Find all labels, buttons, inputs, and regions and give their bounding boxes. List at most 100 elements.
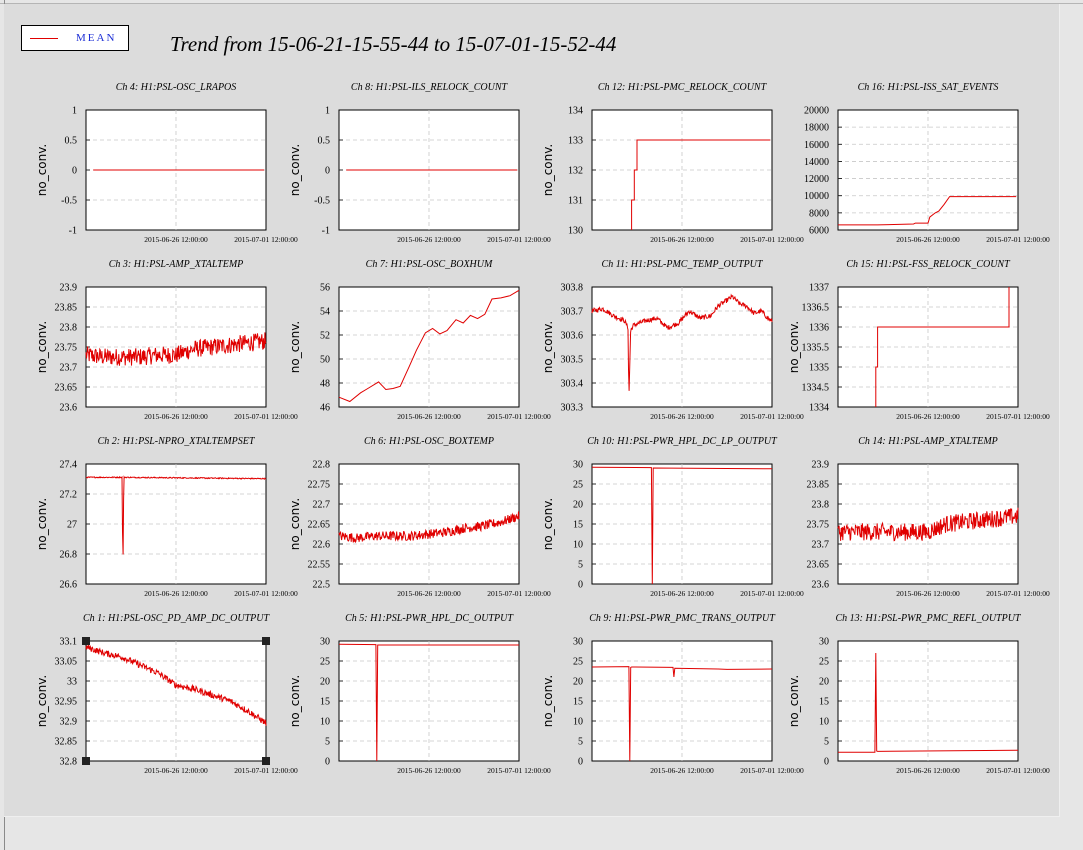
y-tick-label: 22.55 bbox=[308, 560, 331, 571]
x-tick-label: 2015-06-26 12:00:00 bbox=[397, 235, 461, 244]
x-tick-label: 2015-06-26 12:00:00 bbox=[650, 412, 714, 421]
y-tick-label: 23.9 bbox=[60, 283, 78, 294]
y-tick-label: 10 bbox=[573, 540, 583, 551]
bottom-border bbox=[4, 816, 1060, 817]
y-tick-label: 20 bbox=[320, 677, 330, 688]
y-tick-label: 25 bbox=[320, 657, 330, 668]
chart-ch1: Ch 1: H1:PSL-OSC_PD_AMP_DC_OUTPUT 33.1 33.… bbox=[35, 613, 298, 775]
resize-handle[interactable] bbox=[82, 757, 90, 765]
y-tick-label: 26.8 bbox=[60, 550, 78, 561]
x-tick-label: 2015-06-26 12:00:00 bbox=[896, 412, 960, 421]
x-tick-label: 2015-07-01 12:00:00 bbox=[234, 412, 298, 421]
y-tick-label: 23.85 bbox=[55, 303, 78, 314]
y-tick-label: 32.9 bbox=[60, 717, 78, 728]
x-tick-label: 2015-07-01 12:00:00 bbox=[487, 412, 551, 421]
y-tick-label: 25 bbox=[573, 657, 583, 668]
y-tick-label: 20 bbox=[573, 677, 583, 688]
y-tick-label: 52 bbox=[320, 331, 330, 342]
x-tick-label: 2015-07-01 12:00:00 bbox=[740, 412, 804, 421]
y-tick-label: 133 bbox=[568, 136, 583, 147]
chart-title: Ch 15: H1:PSL-FSS_RELOCK_COUNT bbox=[846, 259, 1011, 270]
x-tick-label: 2015-07-01 12:00:00 bbox=[487, 589, 551, 598]
x-tick-label: 2015-07-01 12:00:00 bbox=[986, 589, 1050, 598]
series-line bbox=[85, 332, 267, 366]
x-tick-label: 2015-06-26 12:00:00 bbox=[144, 766, 208, 775]
y-axis-label: no_conv. bbox=[288, 321, 302, 373]
y-axis-label: no_conv. bbox=[787, 321, 801, 373]
y-tick-label: 23.7 bbox=[60, 363, 78, 374]
y-tick-label: 1335 bbox=[809, 363, 829, 374]
y-axis-label: no_conv. bbox=[288, 498, 302, 550]
chart-ch3: Ch 3: H1:PSL-AMP_XTALTEMP 23.9 23.85 23.8 23… bbox=[35, 259, 298, 421]
x-tick-label: 2015-06-26 12:00:00 bbox=[650, 235, 714, 244]
chart-title: Ch 6: H1:PSL-OSC_BOXTEMP bbox=[364, 436, 494, 447]
chart-title: Ch 16: H1:PSL-ISS_SAT_EVENTS bbox=[858, 82, 999, 93]
series-line bbox=[338, 511, 520, 544]
y-tick-label: 22.5 bbox=[313, 580, 331, 591]
y-axis-label: no_conv. bbox=[35, 675, 49, 727]
y-tick-label: 30 bbox=[819, 637, 829, 648]
chart-title: Ch 8: H1:PSL-ILS_RELOCK_COUNT bbox=[351, 82, 509, 93]
y-tick-label: 15 bbox=[819, 697, 829, 708]
resize-handle[interactable] bbox=[262, 757, 270, 765]
chart-title: Ch 11: H1:PSL-PMC_TEMP_OUTPUT bbox=[602, 259, 764, 270]
resize-handle[interactable] bbox=[82, 637, 90, 645]
y-tick-label: 1337 bbox=[809, 283, 829, 294]
y-tick-label: 0 bbox=[325, 166, 330, 177]
y-tick-label: -1 bbox=[322, 226, 330, 237]
y-tick-label: 26.6 bbox=[60, 580, 78, 591]
right-border bbox=[1059, 4, 1060, 816]
y-tick-label: 10 bbox=[573, 717, 583, 728]
y-tick-label: 33.05 bbox=[55, 657, 78, 668]
y-tick-label: 33 bbox=[67, 677, 77, 688]
y-tick-label: 0 bbox=[578, 757, 583, 768]
chart-ch12: Ch 12: H1:PSL-PMC_RELOCK_COUNT 134 133 132 1… bbox=[541, 82, 804, 244]
y-axis-label: no_conv. bbox=[35, 321, 49, 373]
y-tick-label: 5 bbox=[824, 737, 829, 748]
chart-ch10: Ch 10: H1:PSL-PWR_HPL_DC_LP_OUTPUT 30 25 20… bbox=[541, 436, 804, 598]
y-tick-label: 27.2 bbox=[60, 490, 78, 501]
y-axis-label: no_conv. bbox=[35, 144, 49, 196]
x-tick-label: 2015-07-01 12:00:00 bbox=[740, 766, 804, 775]
resize-handle[interactable] bbox=[262, 637, 270, 645]
y-tick-label: -0.5 bbox=[61, 196, 77, 207]
chart-title: Ch 5: H1:PSL-PWR_HPL_DC_OUTPUT bbox=[345, 613, 514, 624]
y-tick-label: 303.6 bbox=[561, 331, 584, 342]
y-tick-label: 16000 bbox=[804, 140, 829, 151]
y-tick-label: 18000 bbox=[804, 123, 829, 134]
y-tick-label: 303.5 bbox=[561, 355, 584, 366]
chart-ch11: Ch 11: H1:PSL-PMC_TEMP_OUTPUT 303.8 303.7 3… bbox=[541, 259, 804, 421]
x-tick-label: 2015-07-01 12:00:00 bbox=[234, 589, 298, 598]
y-tick-label: 23.6 bbox=[60, 403, 78, 414]
y-tick-label: 56 bbox=[320, 283, 330, 294]
legend: MEAN bbox=[21, 25, 129, 51]
y-tick-label: 1 bbox=[325, 106, 330, 117]
x-tick-label: 2015-06-26 12:00:00 bbox=[397, 412, 461, 421]
x-tick-label: 2015-07-01 12:00:00 bbox=[487, 235, 551, 244]
y-tick-label: 10000 bbox=[804, 191, 829, 202]
chart-ch15: Ch 15: H1:PSL-FSS_RELOCK_COUNT 1337 1336.5… bbox=[787, 259, 1050, 421]
y-axis-label: no_conv. bbox=[35, 498, 49, 550]
chart-ch8: Ch 8: H1:PSL-ILS_RELOCK_COUNT 1 0.5 0 -0.5 -1… bbox=[288, 82, 551, 244]
y-tick-label: 10 bbox=[819, 717, 829, 728]
y-tick-label: 32.8 bbox=[60, 757, 78, 768]
chart-ch5: Ch 5: H1:PSL-PWR_HPL_DC_OUTPUT 30 25 20 15 10… bbox=[288, 613, 551, 775]
x-tick-label: 2015-06-26 12:00:00 bbox=[896, 766, 960, 775]
y-tick-label: 54 bbox=[320, 307, 330, 318]
y-tick-label: 303.8 bbox=[561, 283, 584, 294]
y-tick-label: -1 bbox=[69, 226, 77, 237]
y-tick-label: 0.5 bbox=[318, 136, 331, 147]
series-line bbox=[837, 507, 1019, 542]
x-tick-label: 2015-06-26 12:00:00 bbox=[896, 235, 960, 244]
y-tick-label: 23.7 bbox=[812, 540, 830, 551]
y-tick-label: 303.3 bbox=[561, 403, 584, 414]
y-tick-label: 134 bbox=[568, 106, 583, 117]
chart-title: Ch 3: H1:PSL-AMP_XTALTEMP bbox=[109, 259, 244, 270]
y-tick-label: 48 bbox=[320, 379, 330, 390]
y-tick-label: 0.5 bbox=[65, 136, 78, 147]
y-tick-label: 1336 bbox=[809, 323, 829, 334]
y-tick-label: 22.7 bbox=[313, 500, 331, 511]
y-tick-label: 23.8 bbox=[60, 323, 78, 334]
